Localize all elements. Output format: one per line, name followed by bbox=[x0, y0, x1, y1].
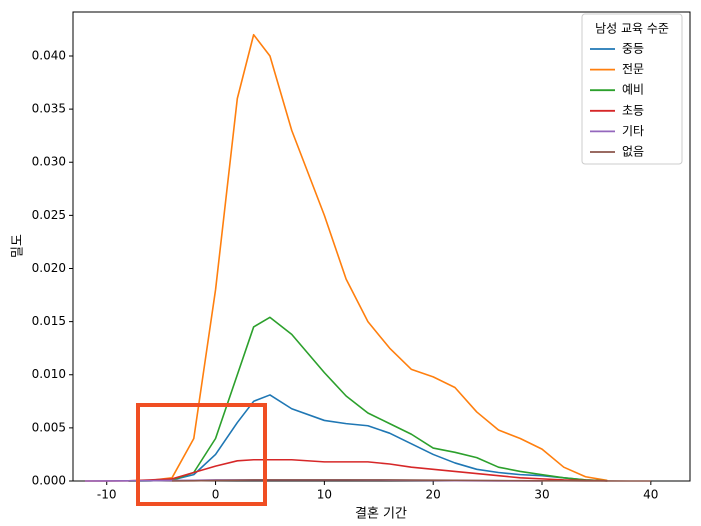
series-line bbox=[128, 33, 608, 482]
y-tick-label: 0.020 bbox=[32, 261, 66, 275]
legend-label: 없음 bbox=[622, 145, 644, 159]
legend-label: 기타 bbox=[622, 124, 644, 138]
x-tick-label: -10 bbox=[97, 488, 117, 502]
y-tick-label: 0.035 bbox=[32, 102, 66, 116]
series-line bbox=[84, 458, 608, 482]
highlight-box bbox=[136, 403, 267, 506]
series-line bbox=[172, 479, 651, 482]
legend-label: 초등 bbox=[622, 103, 644, 117]
legend-label: 중등 bbox=[622, 42, 644, 56]
legend-label: 예비 bbox=[622, 83, 644, 97]
y-tick-label: 0.005 bbox=[32, 420, 66, 434]
y-tick-label: 0.025 bbox=[32, 208, 66, 222]
y-tick-label: 0.030 bbox=[32, 155, 66, 169]
x-tick-label: 10 bbox=[317, 488, 332, 502]
y-axis-label: 밀도 bbox=[11, 234, 26, 258]
y-tick-label: 0.040 bbox=[32, 48, 66, 62]
y-tick-label: 0.015 bbox=[32, 314, 66, 328]
series-line bbox=[128, 394, 608, 482]
x-tick-label: 30 bbox=[534, 488, 549, 502]
series-line bbox=[128, 316, 608, 482]
x-tick-label: 0 bbox=[212, 488, 220, 502]
plot-frame bbox=[72, 11, 691, 482]
x-axis-label: 결혼 기간 bbox=[355, 507, 407, 522]
x-tick-label: 40 bbox=[643, 488, 658, 502]
legend-box bbox=[581, 13, 683, 165]
y-tick-label: 0.000 bbox=[32, 474, 66, 488]
y-tick-label: 0.010 bbox=[32, 367, 66, 381]
legend-label: 전문 bbox=[622, 62, 644, 76]
x-tick-label: 20 bbox=[426, 488, 441, 502]
legend-title: 남성 교육 수준 bbox=[595, 22, 669, 36]
